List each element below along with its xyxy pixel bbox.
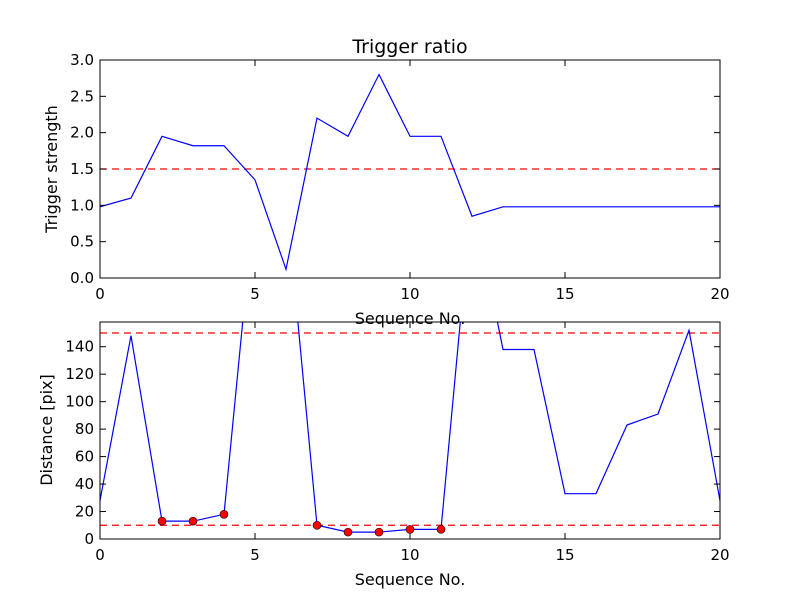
trigger-ratio-plot-area [100, 73, 720, 272]
x-tick-label: 15 [555, 546, 574, 564]
y-tick-label: 1.5 [70, 160, 94, 178]
data-point-marker [436, 525, 446, 534]
data-point-marker [188, 516, 198, 526]
y-tick-label: 120 [65, 365, 94, 383]
y-tick-label: 1.0 [70, 196, 94, 214]
y-tick-label: 140 [65, 338, 94, 356]
trigger-ratio-plot: Trigger ratio 0 5 10 15 20 0.0 0.5 1.0 1.5 2.0 2.5… [42, 36, 730, 328]
y-tick-label: 20 [75, 503, 94, 521]
x-axis-label: Sequence No. [355, 309, 466, 328]
x-tick-label: 20 [710, 546, 729, 564]
x-tick-label: 10 [400, 285, 419, 303]
distance-ticks: 0 5 10 15 20 0 20 40 60 80 100 120 140 [65, 322, 730, 564]
data-point-marker [405, 525, 415, 534]
data-point-marker [374, 527, 384, 537]
trigger-series-line [100, 73, 720, 272]
data-point-marker [343, 527, 353, 537]
x-tick-label: 0 [95, 546, 105, 564]
y-tick-label: 40 [75, 475, 94, 493]
y-axis-label: Trigger strength [42, 105, 61, 234]
x-tick-label: 10 [400, 546, 419, 564]
data-point-marker [312, 520, 322, 530]
y-axis-label: Distance [pix] [37, 374, 56, 486]
y-tick-label: 0 [84, 530, 94, 548]
x-tick-label: 20 [710, 285, 729, 303]
y-tick-label: 100 [65, 393, 94, 411]
x-tick-label: 0 [95, 285, 105, 303]
chart-title: Trigger ratio [351, 36, 467, 58]
trigger-ratio-ticks: 0 5 10 15 20 0.0 0.5 1.0 1.5 2.0 2.5 3.0 [70, 51, 729, 303]
y-tick-label: 0.5 [70, 233, 94, 251]
y-tick-label: 3.0 [70, 51, 94, 69]
x-tick-label: 15 [555, 285, 574, 303]
data-point-marker [157, 516, 167, 526]
y-tick-label: 80 [75, 420, 94, 438]
y-tick-label: 0.0 [70, 269, 94, 287]
x-axis-label: Sequence No. [355, 570, 466, 589]
y-tick-label: 2.0 [70, 124, 94, 142]
x-tick-label: 5 [250, 285, 260, 303]
x-tick-label: 5 [250, 546, 260, 564]
y-tick-label: 60 [75, 448, 94, 466]
data-point-marker [219, 509, 229, 519]
y-tick-label: 2.5 [70, 87, 94, 105]
